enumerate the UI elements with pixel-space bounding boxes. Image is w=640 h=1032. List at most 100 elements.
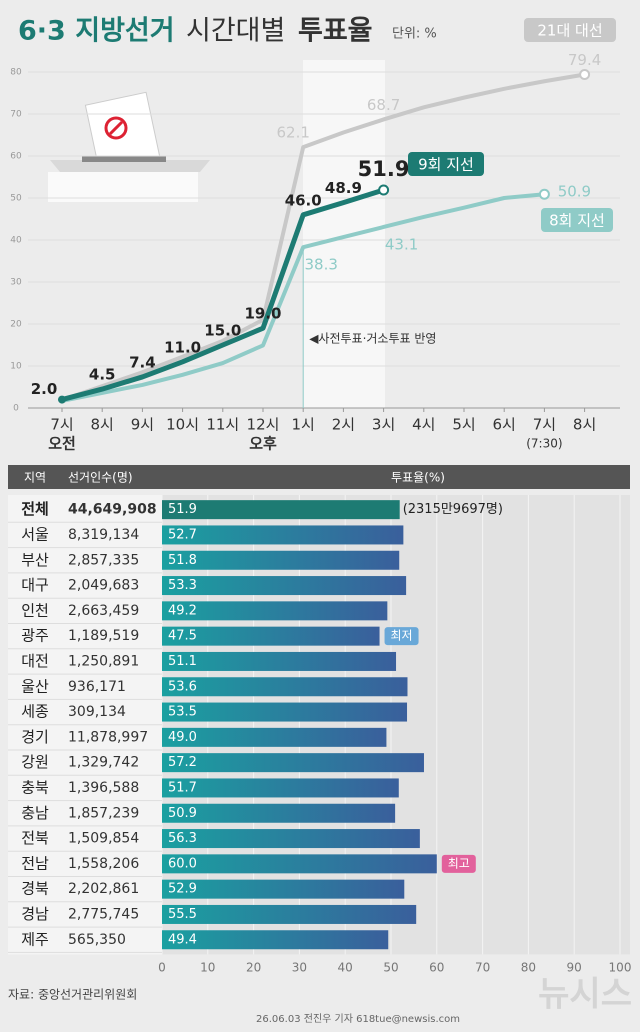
bar [162,778,399,798]
voters: 1,558,206 [68,856,139,872]
y-tick-label: 50 [10,194,22,204]
legend-box [541,208,613,232]
region: 경남 [21,905,49,923]
title-part: 6·3 지방선거 [18,16,175,47]
region: 강원 [21,753,49,771]
x-tick-label: 60 [429,961,444,975]
voters: 1,250,891 [68,653,139,669]
region: 경기 [21,728,49,746]
data-label: 15.0 [204,322,241,340]
data-label: 48.9 [325,179,362,197]
bar-label: 53.3 [168,578,197,593]
x-sublabel: 오후 [249,435,277,453]
region: 충북 [21,778,49,796]
x-sublabel: (7:30) [526,437,562,451]
x-tick-label: 3시 [372,416,395,434]
legend-label: 8회 지선 [549,212,605,230]
voters: 1,329,742 [68,755,139,771]
bar [162,854,437,874]
region: 서울 [21,525,49,543]
y-tick-label: 10 [10,362,22,372]
voters: 1,189,519 [68,628,139,644]
bar-label: 57.2 [168,755,197,770]
data-label: 79.4 [568,51,601,69]
x-tick-label: 5시 [452,416,475,434]
bar-label: 60.0 [168,856,197,871]
region: 전체 [21,500,49,518]
data-label: 68.7 [367,96,400,114]
bar-label: 55.5 [168,907,197,922]
y-tick-label: 40 [10,236,22,246]
x-tick-label: 90 [567,961,582,975]
header-cell: 지역 [24,471,46,485]
note: (2315만9697명) [403,502,503,517]
x-tick-label: 10 [200,961,215,975]
bar-area-bg [162,495,630,955]
x-tick-label: 9시 [131,416,154,434]
x-tick-label: 8시 [91,416,114,434]
logo: 뉴시스 [538,975,632,1015]
x-tick-label: 7시 [50,416,73,434]
voters: 2,049,683 [68,578,139,594]
series-line [61,187,385,403]
bar-label: 50.9 [168,806,197,821]
voters: 1,396,588 [68,780,139,796]
x-tick-label: 100 [609,961,632,975]
note: 최저 [391,629,413,643]
region: 제주 [21,930,49,948]
end-marker [378,184,390,196]
region: 광주 [21,627,49,645]
bar [162,753,424,773]
region: 대전 [21,652,49,670]
x-tick-label: 4시 [412,416,435,434]
region: 전북 [21,829,49,847]
x-tick-label: 30 [292,961,307,975]
x-tick-label: 70 [475,961,490,975]
voters: 1,857,239 [68,805,139,821]
data-label: 7.4 [129,353,156,371]
x-tick-label: 6시 [493,416,516,434]
x-tick-label: 80 [521,961,536,975]
data-label: 38.3 [304,256,337,274]
y-tick-label: 0 [13,404,19,414]
bar [162,500,400,520]
credit: 26.06.03 전진우 기자 618tue@newsis.com [256,1013,460,1025]
bar [162,626,380,646]
bar-label: 49.2 [168,603,197,618]
note: 최고 [448,856,470,870]
start-marker [58,395,66,404]
data-label: 2.0 [31,380,58,398]
region: 대구 [21,576,49,594]
data-label: 43.1 [385,235,418,253]
region: 인천 [21,601,49,619]
bar [162,904,417,924]
region: 세종 [21,703,49,721]
voters: 1,509,854 [68,831,139,847]
series-line [61,192,545,403]
voters: 2,857,335 [68,552,139,568]
end-marker [579,69,591,81]
voters: 936,171 [68,679,126,695]
voters: 2,202,861 [68,881,139,897]
bar-label: 51.7 [168,780,197,795]
voters: 11,878,997 [68,729,148,745]
bar-label: 51.8 [168,553,197,568]
bar-label: 49.4 [168,932,197,947]
data-label: 19.0 [244,305,281,323]
legend-box [524,18,616,42]
legend-label: 9회 지선 [418,156,474,174]
x-tick-label: 0 [158,961,166,975]
x-tick-label: 8시 [573,416,596,434]
bar [162,525,404,545]
table-header-bg [8,465,630,489]
y-tick-label: 80 [10,68,22,78]
title-part: 투표율 [298,16,373,47]
y-tick-label: 20 [10,320,22,330]
region: 경북 [21,880,49,898]
data-label: 62.1 [276,124,309,142]
unit: 단위: % [392,27,437,42]
bar [162,930,389,950]
bar [162,651,397,671]
x-tick-label: 1시 [292,416,315,434]
